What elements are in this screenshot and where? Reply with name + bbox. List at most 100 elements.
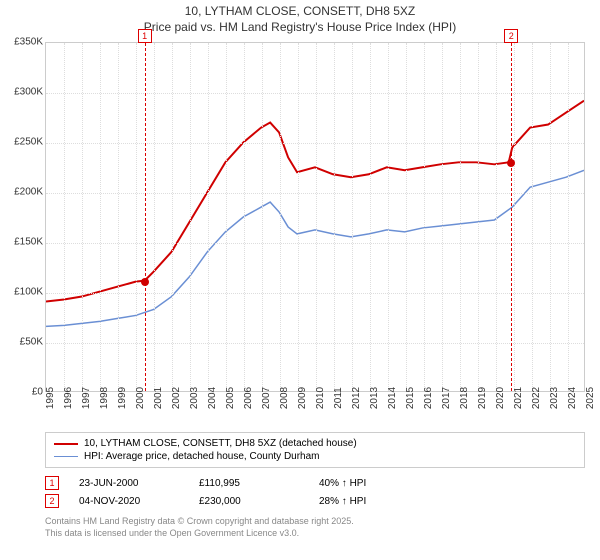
y-tick-label: £250K — [14, 137, 43, 148]
gridline-v — [514, 43, 515, 391]
legend-item: 10, LYTHAM CLOSE, CONSETT, DH8 5XZ (deta… — [54, 437, 576, 450]
legend-swatch — [54, 443, 78, 445]
event-delta: 40% ↑ HPI — [319, 478, 419, 489]
events-table: 123-JUN-2000£110,99540% ↑ HPI204-NOV-202… — [45, 474, 585, 510]
x-tick-label: 2023 — [549, 387, 560, 409]
x-tick-label: 2025 — [585, 387, 596, 409]
gridline-v — [388, 43, 389, 391]
x-tick-label: 2006 — [243, 387, 254, 409]
gridline-h — [46, 243, 584, 244]
gridline-v — [334, 43, 335, 391]
y-tick-label: £350K — [14, 37, 43, 48]
x-tick-label: 2004 — [207, 387, 218, 409]
gridline-v — [118, 43, 119, 391]
event-badge: 1 — [138, 29, 152, 43]
gridline-h — [46, 193, 584, 194]
legend-item: HPI: Average price, detached house, Coun… — [54, 450, 576, 463]
x-tick-label: 2020 — [495, 387, 506, 409]
event-line — [511, 43, 512, 391]
event-marker — [507, 159, 515, 167]
y-tick-label: £200K — [14, 187, 43, 198]
x-tick-label: 2001 — [153, 387, 164, 409]
x-tick-label: 2021 — [513, 387, 524, 409]
event-marker — [141, 278, 149, 286]
x-tick-label: 2012 — [351, 387, 362, 409]
gridline-v — [460, 43, 461, 391]
gridline-v — [262, 43, 263, 391]
x-tick-label: 2022 — [531, 387, 542, 409]
footer: Contains HM Land Registry data © Crown c… — [45, 516, 585, 539]
series-line-property — [46, 101, 584, 302]
x-tick-label: 2008 — [279, 387, 290, 409]
gridline-v — [352, 43, 353, 391]
legend-label: 10, LYTHAM CLOSE, CONSETT, DH8 5XZ (deta… — [84, 438, 357, 449]
event-date: 04-NOV-2020 — [79, 496, 179, 507]
x-tick-label: 1995 — [45, 387, 56, 409]
plot-area: 12 — [45, 42, 585, 392]
x-tick-label: 2007 — [261, 387, 272, 409]
event-date: 23-JUN-2000 — [79, 478, 179, 489]
gridline-v — [496, 43, 497, 391]
x-tick-label: 1997 — [81, 387, 92, 409]
legend-swatch — [54, 456, 78, 457]
gridline-v — [478, 43, 479, 391]
y-tick-label: £150K — [14, 237, 43, 248]
x-tick-label: 1996 — [63, 387, 74, 409]
x-tick-label: 1998 — [99, 387, 110, 409]
x-tick-label: 2015 — [405, 387, 416, 409]
legend: 10, LYTHAM CLOSE, CONSETT, DH8 5XZ (deta… — [45, 432, 585, 468]
gridline-v — [136, 43, 137, 391]
x-tick-label: 2003 — [189, 387, 200, 409]
x-tick-label: 2000 — [135, 387, 146, 409]
y-tick-label: £100K — [14, 287, 43, 298]
event-price: £230,000 — [199, 496, 299, 507]
footer-line-1: Contains HM Land Registry data © Crown c… — [45, 516, 585, 528]
gridline-v — [244, 43, 245, 391]
gridline-v — [208, 43, 209, 391]
x-tick-label: 2009 — [297, 387, 308, 409]
y-tick-label: £50K — [20, 337, 43, 348]
gridline-h — [46, 143, 584, 144]
gridline-v — [406, 43, 407, 391]
gridline-v — [82, 43, 83, 391]
y-tick-label: £300K — [14, 87, 43, 98]
event-badge: 2 — [504, 29, 518, 43]
gridline-h — [46, 93, 584, 94]
x-tick-label: 1999 — [117, 387, 128, 409]
event-line — [145, 43, 146, 391]
gridline-v — [532, 43, 533, 391]
gridline-h — [46, 343, 584, 344]
x-tick-label: 2017 — [441, 387, 452, 409]
gridline-v — [298, 43, 299, 391]
x-tick-label: 2016 — [423, 387, 434, 409]
gridline-v — [64, 43, 65, 391]
gridline-v — [226, 43, 227, 391]
gridline-v — [424, 43, 425, 391]
event-table-badge: 2 — [45, 494, 59, 508]
title-line-1: 10, LYTHAM CLOSE, CONSETT, DH8 5XZ — [0, 4, 600, 20]
gridline-v — [154, 43, 155, 391]
gridline-v — [172, 43, 173, 391]
x-tick-label: 2018 — [459, 387, 470, 409]
gridline-v — [550, 43, 551, 391]
x-tick-label: 2011 — [333, 387, 344, 409]
chart-container: 10, LYTHAM CLOSE, CONSETT, DH8 5XZ Price… — [0, 0, 600, 560]
gridline-h — [46, 293, 584, 294]
x-axis: 1995199619971998199920002001200220032004… — [45, 392, 585, 432]
gridline-v — [370, 43, 371, 391]
x-tick-label: 2014 — [387, 387, 398, 409]
x-tick-label: 2002 — [171, 387, 182, 409]
gridline-v — [316, 43, 317, 391]
chart-svg — [46, 43, 584, 391]
y-axis: £0£50K£100K£150K£200K£250K£300K£350K — [0, 42, 45, 392]
footer-line-2: This data is licensed under the Open Gov… — [45, 528, 585, 540]
gridline-v — [442, 43, 443, 391]
x-tick-label: 2005 — [225, 387, 236, 409]
x-tick-label: 2013 — [369, 387, 380, 409]
event-table-row: 2 04-NOV-2020 £230,000 28% ↑ HPI — [45, 492, 585, 510]
legend-label: HPI: Average price, detached house, Coun… — [84, 451, 320, 462]
event-table-badge: 1 — [45, 476, 59, 490]
event-delta: 28% ↑ HPI — [319, 496, 419, 507]
x-tick-label: 2010 — [315, 387, 326, 409]
gridline-v — [568, 43, 569, 391]
